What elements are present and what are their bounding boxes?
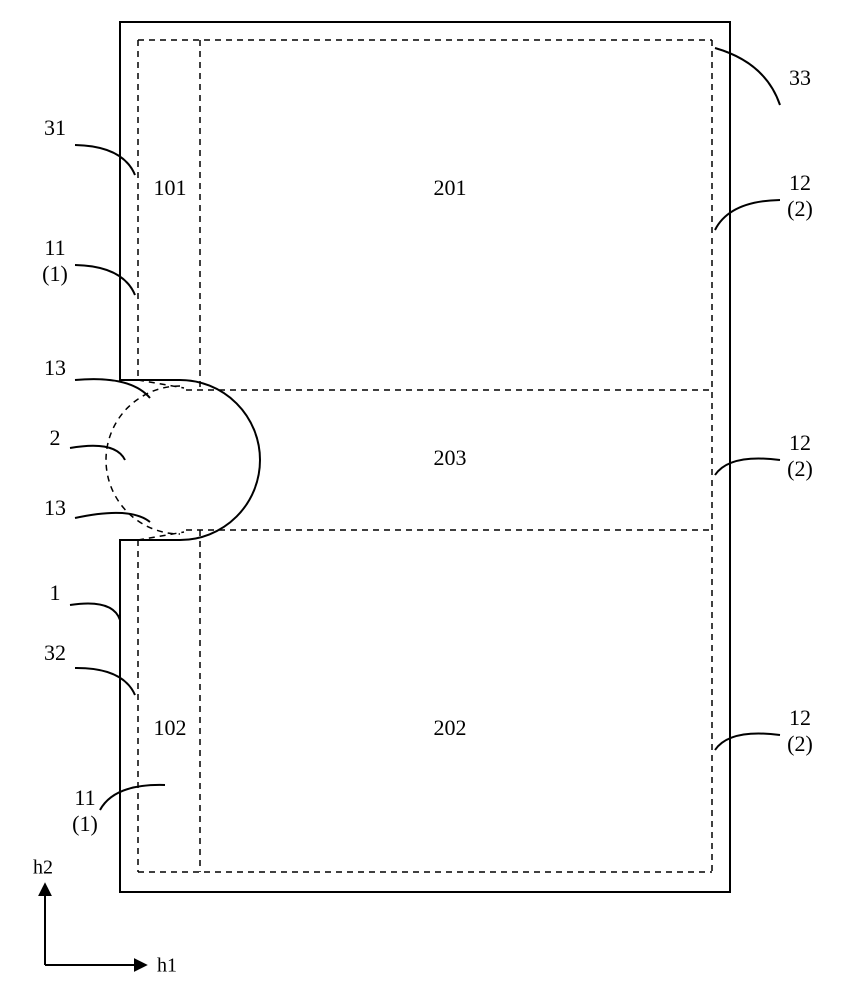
callout-label-2-c2: 2 [50, 425, 61, 450]
callout-label-12-c12b: 12 [789, 430, 811, 455]
leader-c12c [715, 733, 780, 750]
callout-label-1-c1: 1 [50, 580, 61, 605]
callout-label-13-c13a: 13 [44, 355, 66, 380]
leader-c11a [75, 265, 135, 295]
dash-arc [106, 386, 180, 534]
leader-c12b [715, 458, 780, 475]
callout-label-11-c11a: 11 [44, 235, 65, 260]
region-label-201: 201 [434, 175, 467, 200]
callout-sublabel-12-c12b: (2) [787, 456, 813, 481]
callout-label-13-c13b: 13 [44, 495, 66, 520]
leader-c12a [715, 200, 780, 230]
outer-outline [120, 22, 730, 892]
region-label-203: 203 [434, 445, 467, 470]
axis-h2-label: h2 [33, 857, 53, 879]
callout-label-12-c12c: 12 [789, 705, 811, 730]
dash-corner-bot [138, 532, 184, 540]
callout-label-32-c32: 32 [44, 640, 66, 665]
leader-c11b [100, 785, 165, 810]
region-label-101: 101 [154, 175, 187, 200]
leader-c31 [75, 145, 135, 175]
callout-sublabel-11-c11b: (1) [72, 811, 98, 836]
region-label-102: 102 [154, 715, 187, 740]
callout-label-31-c31: 31 [44, 115, 66, 140]
leader-c33 [715, 48, 780, 105]
leader-c13a [75, 379, 150, 398]
leader-c32 [75, 668, 135, 695]
callout-label-11-c11b: 11 [74, 785, 95, 810]
callout-label-33-c33: 33 [789, 65, 811, 90]
region-label-202: 202 [434, 715, 467, 740]
callout-label-12-c12a: 12 [789, 170, 811, 195]
callout-sublabel-12-c12a: (2) [787, 196, 813, 221]
axis-h1-label: h1 [157, 955, 177, 977]
callout-sublabel-11-c11a: (1) [42, 261, 68, 286]
leader-c1 [70, 603, 120, 620]
leader-c2 [70, 446, 125, 460]
callout-sublabel-12-c12c: (2) [787, 731, 813, 756]
